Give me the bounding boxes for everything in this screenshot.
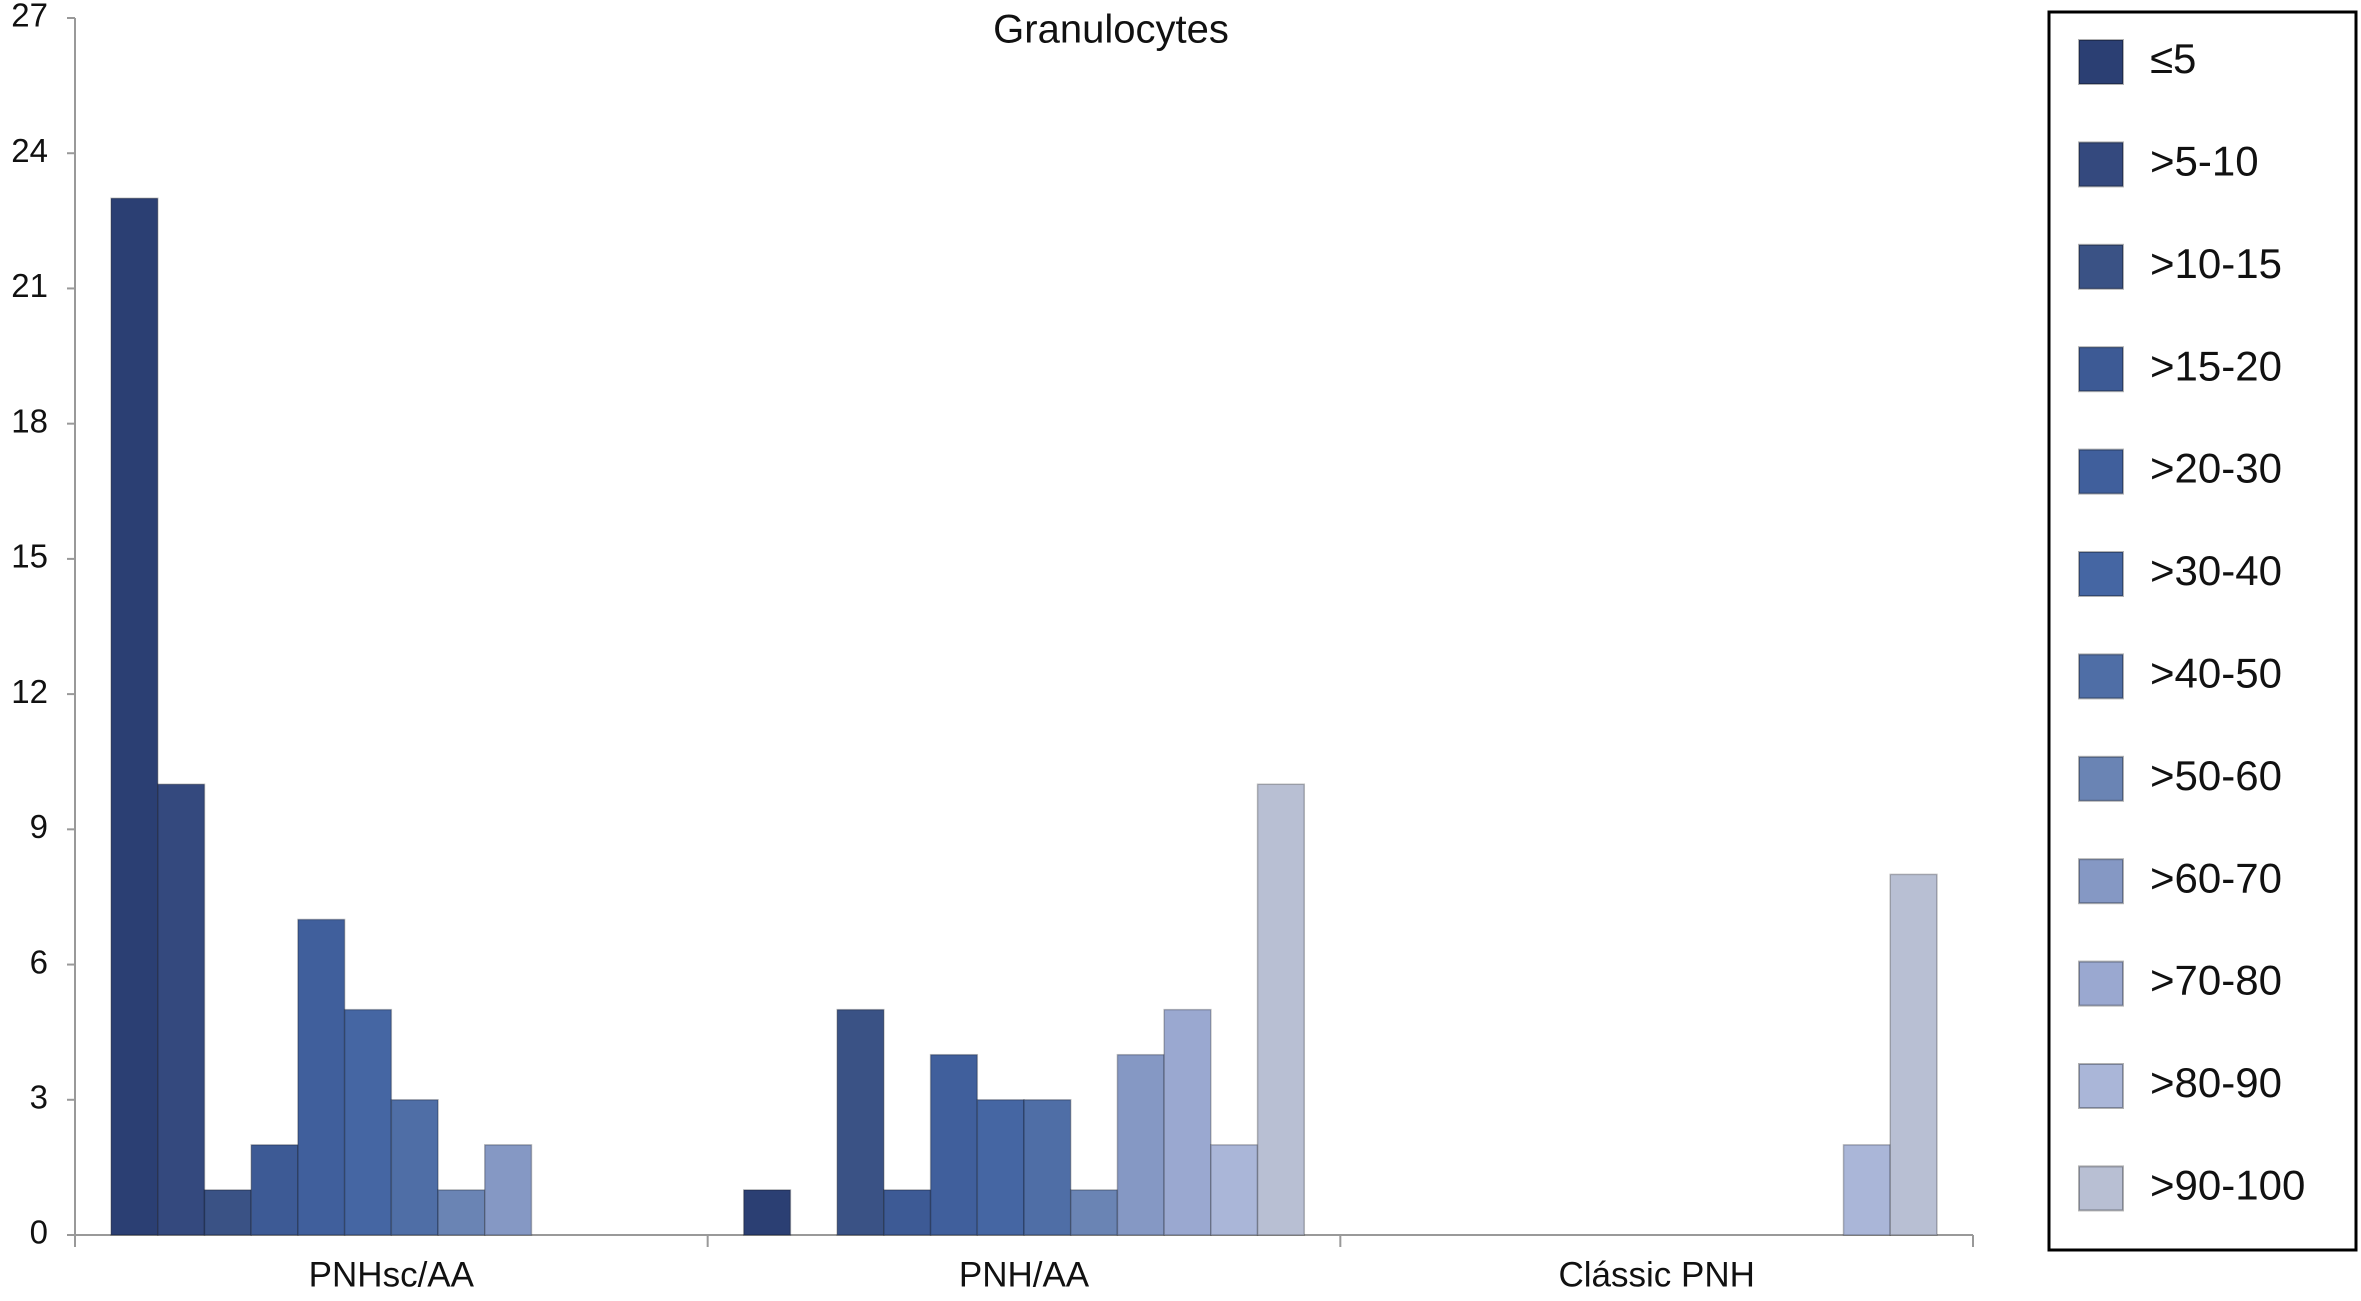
legend-swatch (2078, 858, 2124, 905)
legend-label: >70-80 (2150, 957, 2282, 1004)
legend-label: >40-50 (2150, 649, 2282, 696)
bar (1842, 1144, 1891, 1236)
bar (929, 1053, 979, 1236)
legend-label: >50-60 (2150, 752, 2282, 799)
y-tick-label: 27 (11, 0, 48, 34)
y-tick-label: 6 (30, 943, 48, 980)
legend-swatch (2078, 346, 2124, 393)
y-tick-label: 0 (30, 1214, 48, 1251)
chart-title: Granulocytes (993, 8, 1229, 52)
bar (390, 1099, 439, 1236)
y-tick-label: 24 (11, 132, 48, 169)
y-tick-label: 9 (30, 808, 48, 845)
bar (836, 1008, 885, 1236)
legend-label: >90-100 (2150, 1161, 2305, 1208)
bar (976, 1099, 1025, 1236)
bar (1023, 1099, 1072, 1236)
bar (883, 1189, 932, 1236)
y-tick-label: 15 (11, 538, 48, 575)
y-tick-label: 12 (11, 673, 48, 710)
legend-swatch (2078, 755, 2124, 802)
legend-label: >80-90 (2150, 1059, 2282, 1106)
legend-label: >5-10 (2150, 137, 2259, 184)
legend-swatch (2078, 1063, 2124, 1109)
legend-swatch (2078, 448, 2124, 495)
bar (1069, 1189, 1119, 1236)
legend-box (2047, 10, 2358, 1252)
legend-swatch (2078, 653, 2124, 700)
bar (742, 1189, 792, 1236)
legend-swatch (2078, 141, 2124, 188)
legend-label: >20-30 (2150, 445, 2282, 492)
x-tick-label: PNH/AA (959, 1255, 1090, 1294)
legend-label: >60-70 (2150, 854, 2282, 901)
legend-swatch (2078, 551, 2124, 597)
legend-label: ≤5 (2150, 35, 2196, 82)
bar (343, 1008, 393, 1236)
bar (250, 1144, 299, 1236)
y-tick-label: 21 (11, 267, 48, 304)
y-tick-label: 18 (11, 402, 48, 439)
x-tick-label: Clássic PNH (1558, 1255, 1754, 1294)
x-tick-label: PNHsc/AA (309, 1255, 475, 1294)
legend-swatch (2078, 960, 2124, 1007)
bar (157, 783, 206, 1236)
bar (1116, 1053, 1165, 1236)
bar (110, 197, 159, 1236)
legend-label: >30-40 (2150, 547, 2282, 594)
legend-label: >15-20 (2150, 342, 2282, 389)
y-tick-label: 3 (30, 1078, 48, 1115)
legend-swatch (2078, 1165, 2124, 1212)
bar (1256, 783, 1306, 1236)
legend-swatch (2078, 39, 2124, 85)
legend-swatch (2078, 243, 2124, 290)
bar (1210, 1144, 1259, 1236)
bar (484, 1144, 533, 1236)
bar (1163, 1008, 1212, 1236)
bar (437, 1189, 486, 1236)
bar (297, 918, 346, 1236)
bar (203, 1189, 252, 1236)
bar (1889, 873, 1938, 1236)
legend-label: >10-15 (2150, 240, 2282, 287)
